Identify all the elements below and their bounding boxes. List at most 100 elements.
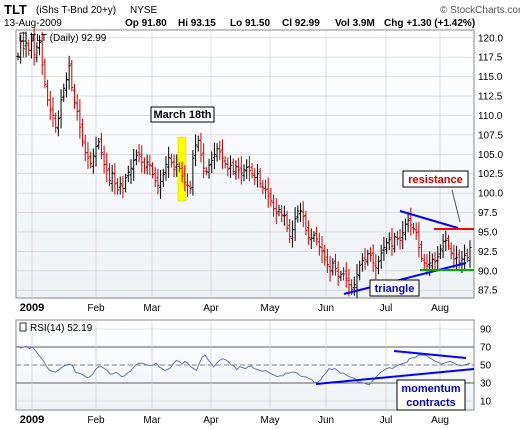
ohlc-bar xyxy=(183,165,187,192)
ohlc-bar xyxy=(288,218,292,244)
price-tick-label: 112.5 xyxy=(478,92,503,103)
ohlc-bar xyxy=(325,248,330,273)
price-tick-label: 95.0 xyxy=(478,227,498,238)
ohlc-bar xyxy=(212,142,217,170)
ohlc-bar xyxy=(228,155,233,178)
ohlc-bar xyxy=(99,132,104,160)
ohlc-bar xyxy=(315,226,319,246)
ohlc-bar xyxy=(43,58,47,89)
ohlc-bar xyxy=(374,254,378,280)
ohlc-bar xyxy=(137,144,141,163)
price-month-label: Jul xyxy=(380,303,393,314)
ohlc-bar xyxy=(124,173,128,193)
rsi-month-label: Mar xyxy=(143,415,161,426)
ohlc-bar xyxy=(306,220,311,245)
price-legend-label: TLT (Daily) 92.99 xyxy=(30,33,107,44)
ohlc-bar xyxy=(97,137,101,150)
rsi-month-label: Jul xyxy=(380,415,393,426)
ohlc-bar xyxy=(371,244,375,273)
ohlc-bar xyxy=(75,94,79,121)
price-month-label: 2009 xyxy=(20,302,44,314)
price-tick-label: 87.5 xyxy=(478,286,498,297)
rsi-tick-label: 90 xyxy=(480,325,492,336)
ohlc-bar xyxy=(218,140,222,161)
ohlc-bar xyxy=(145,154,149,175)
momentum-label: momentum xyxy=(401,383,461,395)
ohlc-bar xyxy=(387,232,391,251)
ohlc-bar xyxy=(207,158,211,179)
price-month-label: Feb xyxy=(87,303,105,314)
ohlc-bar xyxy=(129,159,133,184)
ohlc-bar xyxy=(293,207,297,242)
ohlc-bar xyxy=(78,99,82,139)
ohlc-bar xyxy=(105,152,109,183)
ohlc-bar xyxy=(438,244,443,259)
ohlc-bar xyxy=(250,163,254,179)
ohlc-bar xyxy=(59,89,63,129)
ohlc-bar xyxy=(379,244,383,269)
ohlc-bar xyxy=(266,177,270,208)
ohlc-bar xyxy=(51,97,55,128)
ohlc-bar xyxy=(352,276,356,296)
price-month-label: Mar xyxy=(143,303,161,314)
ohlc-bar xyxy=(261,180,265,195)
ohlc-bar xyxy=(223,156,227,169)
price-axis: 120.0 117.5 115.0 112.5 110.0 107.5 105.0 102.5… xyxy=(478,33,503,296)
ohlc-bar xyxy=(449,242,453,260)
price-x-axis: 2009 Feb Mar Apr May Jun Jul Aug xyxy=(20,302,449,314)
ohlc-bar xyxy=(91,148,95,174)
price-tick-label: 117.5 xyxy=(478,53,503,64)
price-tick-label: 90.0 xyxy=(478,266,498,277)
ohlc-bar xyxy=(161,168,165,188)
ohlc-bar xyxy=(239,156,243,185)
ohlc-legend-icon xyxy=(19,32,27,42)
ohlc-bar xyxy=(395,231,399,246)
ohlc-bar xyxy=(344,262,348,288)
ohlc-bar xyxy=(360,253,364,272)
ohlc-bar xyxy=(411,223,416,234)
march-18th-label: March 18th xyxy=(153,109,211,121)
ohlc-bar xyxy=(188,180,192,195)
rsi-month-label: Apr xyxy=(203,415,219,426)
march-18th-box xyxy=(150,106,215,123)
ohlc-bar xyxy=(263,179,268,200)
ohlc-bar xyxy=(89,151,93,169)
rsi-axis: 90 70 50 30 10 xyxy=(480,325,492,408)
rsi-x-axis: 2009 Feb Mar Apr May Jun Jul Aug xyxy=(20,414,449,426)
ohlc-bar xyxy=(156,168,160,195)
ohlc-bar xyxy=(19,35,23,64)
ohlc-bar xyxy=(115,178,120,195)
ohlc-bar xyxy=(132,148,136,181)
exchange-label: NYSE xyxy=(130,5,158,16)
rsi-month-label: 2009 xyxy=(20,414,44,426)
price-tick-label: 100.0 xyxy=(478,189,503,200)
ohlc-bar xyxy=(247,155,251,182)
ohlc-bar xyxy=(237,157,241,179)
ohlc-bar xyxy=(446,234,451,250)
ohlc-bar xyxy=(40,31,44,75)
volume-value: Vol 3.9M xyxy=(335,18,375,29)
rsi-month-label: Jun xyxy=(318,415,334,426)
ohlc-bar xyxy=(323,244,327,266)
rsi-month-label: Feb xyxy=(87,415,105,426)
ohlc-bar xyxy=(444,230,448,252)
ohlc-bar xyxy=(409,207,413,236)
price-tick-label: 110.0 xyxy=(478,111,503,122)
ohlc-bar xyxy=(16,52,20,61)
ohlc-bar xyxy=(37,35,42,56)
ohlc-bar xyxy=(118,176,122,195)
price-legend: TLT (Daily) 92.99 xyxy=(19,32,107,44)
rsi-month-label: Aug xyxy=(431,415,449,426)
ohlc-bar xyxy=(255,163,260,188)
ohlc-bar xyxy=(468,240,472,268)
credit-label: © StockCharts.com xyxy=(440,5,520,16)
change-value: Chg +1.30 (+1.42%) xyxy=(384,18,475,29)
security-name: (iShs T-Bnd 20+y) xyxy=(36,5,116,16)
rsi-upper-trendline xyxy=(393,350,467,359)
ohlc-bar xyxy=(398,229,402,250)
ohlc-bar xyxy=(331,258,335,276)
ohlc-bar xyxy=(430,253,434,272)
ohlc-bar xyxy=(355,263,359,299)
price-month-label: May xyxy=(261,303,280,314)
ohlc-bar xyxy=(258,167,262,188)
